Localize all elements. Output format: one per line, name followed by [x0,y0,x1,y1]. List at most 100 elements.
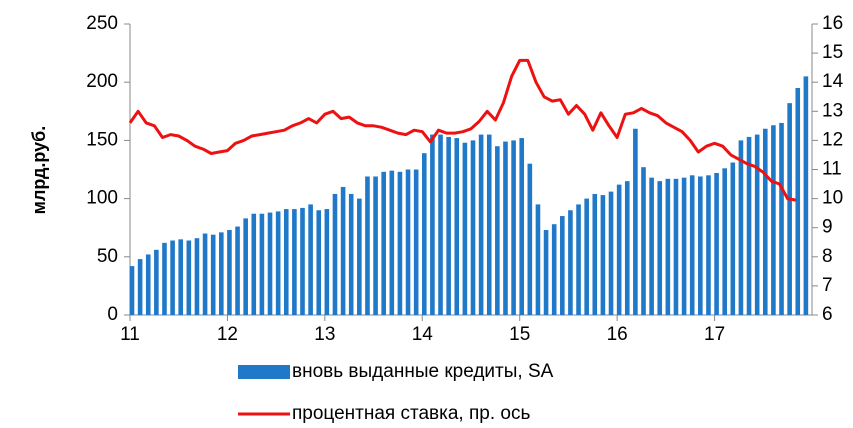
bar [470,140,476,315]
y-tick-label: 100 [86,188,118,209]
bar [405,169,411,315]
y2-tick-label: 15 [822,42,843,63]
x-tick-label: 16 [607,324,628,345]
bar [746,136,752,315]
bar [608,191,614,315]
bar [560,216,565,315]
y2-tick-label: 16 [822,13,843,34]
bar [316,210,322,315]
bar [154,249,159,315]
rate-line [128,58,797,202]
bar [145,254,151,315]
bar [381,171,386,315]
bar [186,240,192,315]
bar [413,169,419,315]
bar [446,136,451,315]
bar [787,103,792,315]
bar [194,238,200,315]
bar [738,140,744,315]
bar [275,211,281,315]
bar [519,138,525,315]
bar [348,193,354,315]
y-tick-label: 250 [86,13,118,34]
bar [486,134,492,315]
legend-swatch [238,365,290,379]
x-tick-label: 13 [314,324,335,345]
bar [584,198,589,315]
bar [624,181,630,315]
legend-label: процентная ставка, пр. ось [292,403,530,424]
bar [592,193,598,315]
bar [267,212,273,315]
bar [259,213,265,315]
bar [308,204,313,315]
y2-tick-label: 6 [822,304,833,325]
bar [478,134,484,315]
bar [568,210,573,315]
bar [649,177,654,315]
bar [462,142,468,315]
bar [527,163,533,315]
bar [332,193,338,315]
y2-tick-label: 11 [822,159,842,180]
y2-tick-label: 9 [822,217,833,238]
bar [641,167,646,315]
x-tick-label: 14 [412,324,434,345]
x-tick-label: 11 [120,324,140,345]
bar [673,178,679,315]
bar [762,128,768,315]
bar [438,134,443,315]
bar [511,140,516,315]
bar [795,88,801,316]
bar [251,213,257,315]
bar [495,146,500,315]
bar [421,153,427,315]
bar [689,175,695,315]
bar [771,125,776,315]
bar [681,177,687,315]
bar [357,198,362,315]
bar [633,128,638,315]
y2-tick-label: 8 [822,246,833,267]
x-tick-label: 17 [704,324,725,345]
y2-tick-label: 12 [822,129,843,150]
bar [389,170,395,315]
bar [430,134,435,315]
bar [227,230,232,315]
bar [543,230,549,315]
bar [722,168,727,315]
y-axis-label: млрд.руб. [29,126,49,215]
bar [202,233,208,315]
bar [665,178,671,315]
bar [300,207,305,315]
legend-label: вновь выданные кредиты, SA [292,361,554,382]
y2-tick-label: 7 [822,275,833,296]
bar [503,141,508,315]
bar [243,218,248,315]
bar [283,209,289,315]
bar [551,224,557,315]
y-tick-label: 150 [86,129,118,150]
bar [754,134,760,315]
bar [698,176,703,315]
bar [219,232,224,315]
y2-tick-label: 13 [822,100,843,121]
bar [324,209,330,315]
bar [600,195,606,315]
bar [779,122,784,315]
bar [292,209,297,315]
bar [373,176,378,315]
bar [576,204,581,315]
bar [340,186,346,315]
bar [170,240,175,315]
y-tick-label: 50 [97,246,118,267]
bar [535,204,541,315]
y-tick-label: 200 [86,71,118,92]
bar [235,226,240,315]
bar [210,234,216,315]
bar [162,242,167,315]
x-tick-label: 12 [217,324,238,345]
bar [178,239,184,315]
bar [454,138,460,315]
